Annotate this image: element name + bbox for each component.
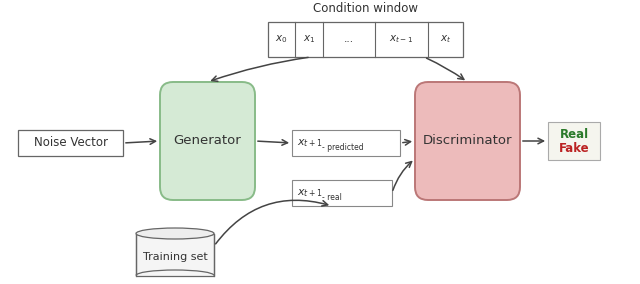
FancyBboxPatch shape [548, 122, 600, 160]
Text: $x_1$: $x_1$ [303, 34, 315, 45]
Text: $x_{t+1}$: $x_{t+1}$ [297, 187, 323, 199]
Text: $x_{t-1}$: $x_{t-1}$ [390, 34, 413, 45]
FancyBboxPatch shape [136, 233, 214, 275]
FancyBboxPatch shape [268, 22, 463, 57]
Text: Training set: Training set [143, 252, 207, 262]
FancyBboxPatch shape [18, 130, 123, 156]
Ellipse shape [136, 228, 214, 239]
Text: ...: ... [344, 34, 354, 45]
Text: Real: Real [559, 128, 589, 141]
Text: Fake: Fake [559, 142, 589, 155]
Text: $x_0$: $x_0$ [275, 34, 288, 45]
Text: - real: - real [322, 193, 342, 202]
Text: $x_{t+1}$: $x_{t+1}$ [297, 137, 323, 149]
Text: $x_t$: $x_t$ [440, 34, 451, 45]
Text: Condition window: Condition window [313, 2, 418, 15]
FancyBboxPatch shape [415, 82, 520, 200]
Text: Discriminator: Discriminator [423, 135, 512, 147]
Text: Generator: Generator [173, 135, 241, 147]
FancyBboxPatch shape [292, 180, 392, 206]
Text: - predicted: - predicted [322, 143, 364, 151]
FancyBboxPatch shape [160, 82, 255, 200]
Text: Noise Vector: Noise Vector [33, 137, 108, 149]
FancyBboxPatch shape [292, 130, 400, 156]
